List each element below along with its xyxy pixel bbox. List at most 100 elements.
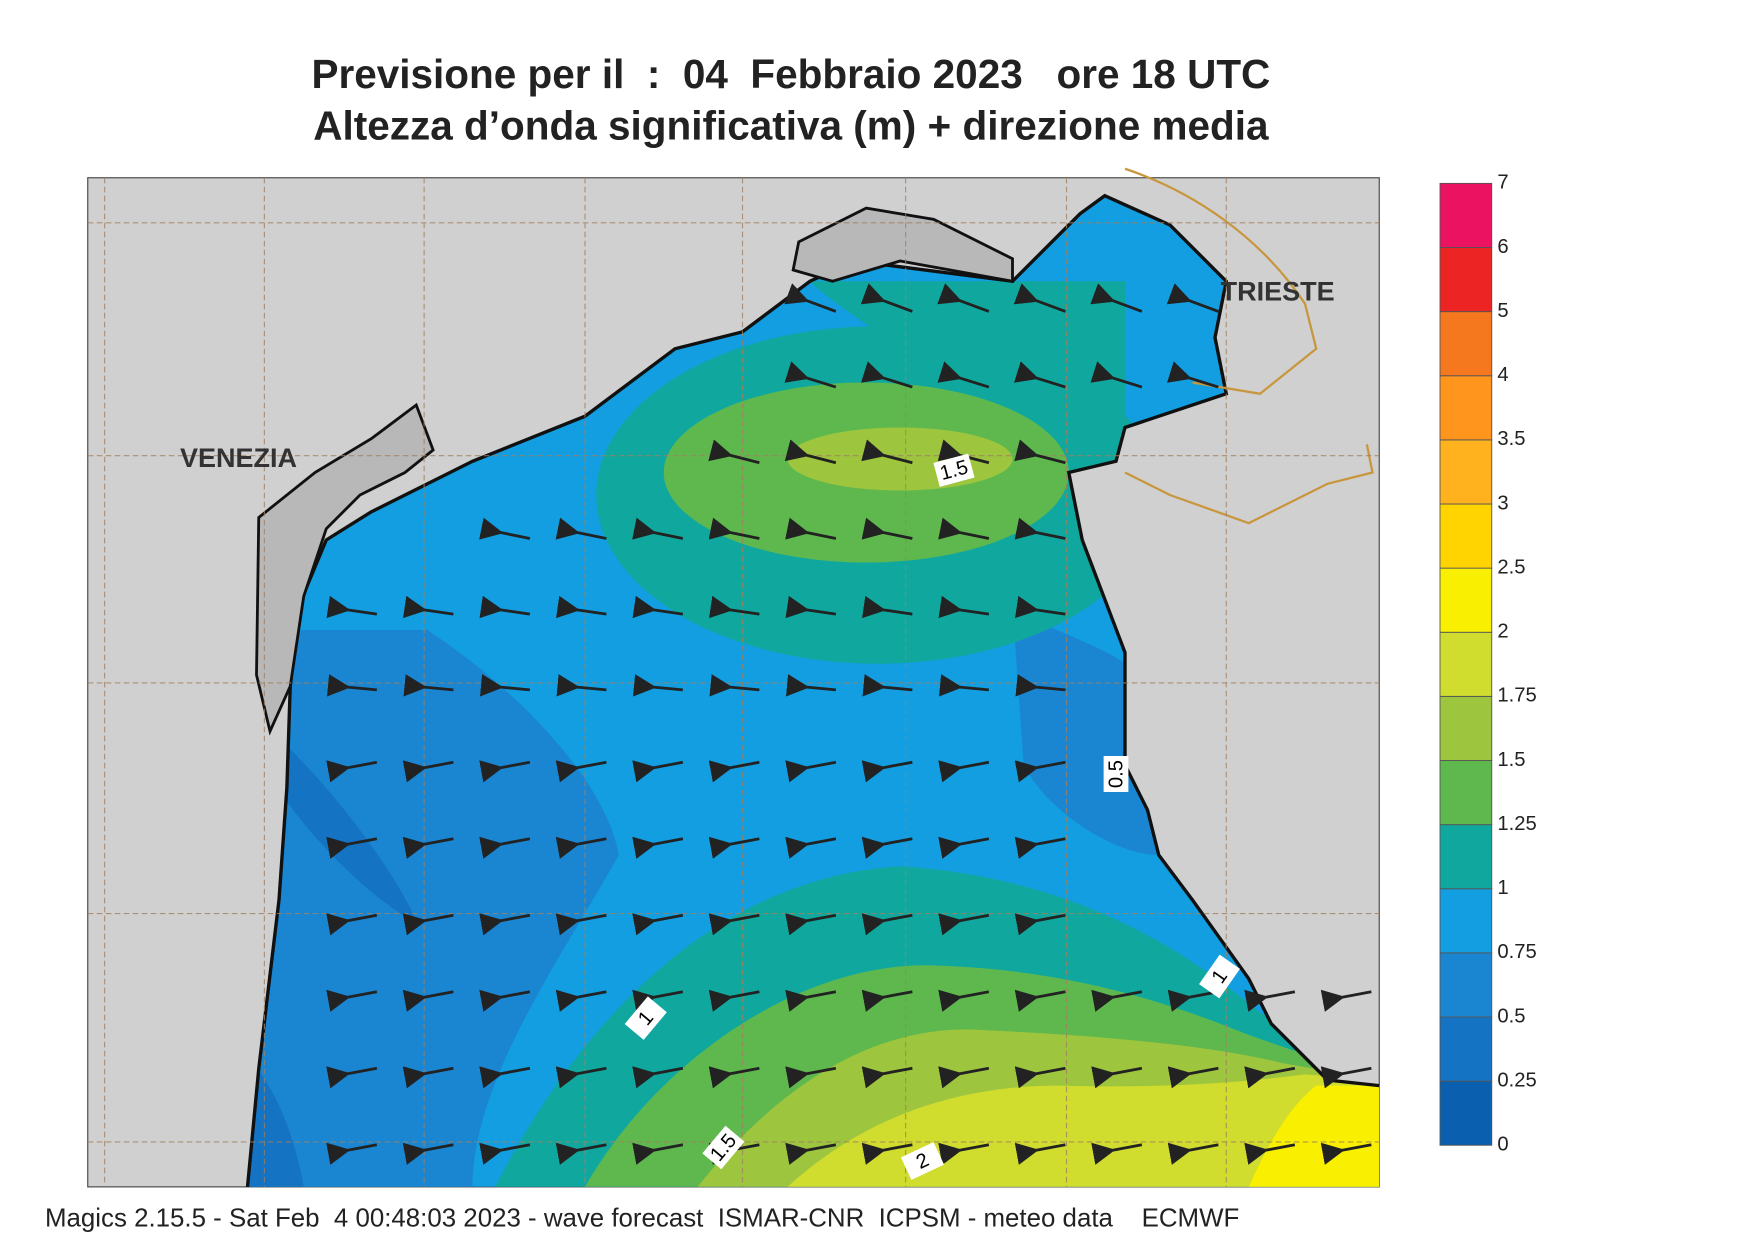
wave-arrow (862, 595, 913, 619)
field-band (1248, 1085, 1380, 1187)
field-band (247, 1057, 304, 1187)
colorbar-label: 1.25 (1497, 813, 1536, 835)
wave-arrow (402, 989, 454, 1012)
wave-arrow (326, 1066, 378, 1089)
wave-arrow (555, 517, 607, 540)
wave-arrow (402, 760, 454, 783)
wave-arrow (479, 913, 531, 936)
wave-arrow (862, 674, 913, 697)
wave-arrow (1013, 361, 1066, 389)
colorbar-band (1439, 631, 1493, 697)
wave-arrow (708, 517, 760, 540)
colorbar-label: 2.5 (1497, 556, 1525, 578)
wave-arrow (1320, 989, 1372, 1012)
title: Previsione per il : 04 Febbraio 2023 ore… (311, 51, 1270, 97)
colorbar-label: 6 (1497, 236, 1508, 258)
wave-arrow (785, 674, 837, 697)
wave-arrow (937, 283, 990, 313)
wave-arrow (326, 989, 378, 1012)
wave-arrow (784, 361, 837, 389)
wave-arrow (708, 913, 760, 936)
wave-arrow (479, 1066, 531, 1089)
wave-arrow (1091, 1142, 1143, 1165)
wave-arrow (937, 361, 990, 389)
wave-arrow (708, 439, 760, 465)
wave-arrow (403, 674, 454, 697)
footer: Magics 2.15.5 - Sat Feb 4 00:48:03 2023 … (45, 1204, 1239, 1232)
wave-arrow (708, 1066, 760, 1089)
wave-arrow (785, 760, 837, 783)
wave-arrow (632, 760, 684, 783)
wave-arrow (326, 595, 378, 619)
wave-arrow (1015, 674, 1066, 697)
colorbar-label: 2 (1497, 621, 1508, 643)
colorbar-label: 7 (1497, 172, 1508, 194)
wave-arrow (1014, 913, 1066, 936)
wave-arrow (632, 674, 684, 697)
place-label: TRIESTE (1221, 276, 1335, 306)
colorbar-label: 3 (1497, 492, 1508, 514)
border (1124, 167, 1374, 525)
contour-label-bg (702, 1125, 745, 1170)
wave-arrow (861, 836, 913, 859)
wave-arrow (709, 674, 760, 697)
wave-arrow (555, 836, 607, 859)
wave-arrow (1014, 989, 1066, 1012)
wave-arrow (785, 913, 837, 936)
wave-arrow (479, 595, 531, 619)
place-label: VENEZIA (180, 443, 297, 473)
wave-arrow (1244, 1066, 1296, 1089)
wave-arrow (938, 1142, 990, 1165)
wave-arrow (1015, 595, 1066, 619)
colorbar-band (1439, 760, 1493, 826)
wave-arrow (861, 1066, 913, 1089)
contour-label-bg (900, 1142, 945, 1180)
colorbar-band (1439, 824, 1493, 890)
wave-arrow (861, 760, 913, 783)
colorbar-band (1439, 888, 1493, 954)
contour-label-bg (624, 996, 667, 1040)
wave-arrow (479, 760, 531, 783)
wave-arrow (1244, 989, 1296, 1012)
wave-arrow (785, 989, 837, 1012)
wave-arrow (479, 674, 531, 697)
wave-arrow (632, 836, 684, 859)
colorbar-band (1439, 952, 1493, 1018)
field-band (810, 281, 1125, 473)
colorbar-band (1439, 247, 1493, 313)
colorbar-label: 0.5 (1497, 1005, 1525, 1027)
wave-arrow (709, 595, 760, 619)
wave-arrow (402, 1142, 454, 1165)
wave-arrow (938, 1066, 990, 1089)
wave-arrow (326, 1142, 378, 1165)
colorbar-label: 0.25 (1497, 1069, 1536, 1091)
field-band (1012, 607, 1159, 855)
wave-arrow (632, 517, 684, 540)
wave-arrow (1014, 836, 1066, 859)
colorbar-band (1439, 695, 1493, 761)
colorbar-band (1439, 439, 1493, 505)
wave-arrow (1320, 1066, 1372, 1089)
wave-arrow (1014, 1142, 1066, 1165)
colorbar-label: 3.5 (1497, 428, 1525, 450)
wave-arrow (785, 517, 837, 540)
colorbar-band (1439, 1080, 1493, 1146)
colorbar-label: 1.75 (1497, 685, 1536, 707)
colorbar-band (1439, 1016, 1493, 1082)
wave-arrow (938, 760, 990, 783)
wave-arrow (785, 595, 837, 619)
wave-arrow (632, 989, 684, 1012)
wave-arrow (326, 760, 378, 783)
wave-arrow (1167, 1142, 1219, 1165)
wave-arrow (632, 1142, 684, 1165)
wave-arrow (938, 913, 990, 936)
wave-arrow (402, 836, 454, 859)
lagoon (791, 206, 1014, 283)
contour-label: 1 (624, 996, 667, 1040)
wave-arrows (326, 283, 1372, 1165)
wave-arrow (938, 595, 990, 619)
wave-arrow (402, 913, 454, 936)
contour-label-text: 0.5 (1105, 760, 1127, 788)
